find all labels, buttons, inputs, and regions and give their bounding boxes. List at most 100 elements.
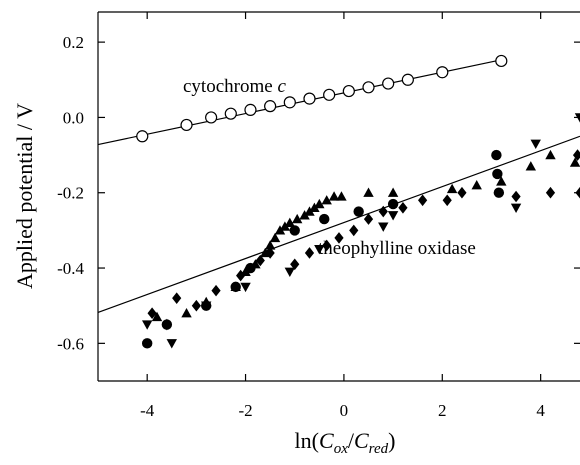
diamond-point: [172, 292, 182, 304]
annotation-cytochrome: cytochrome c: [183, 76, 286, 97]
triangle-down-point: [574, 113, 580, 123]
x-axis-title-den: C: [354, 428, 369, 453]
x-axis-title: ln(Cox/Cred): [295, 428, 396, 457]
diamond-point: [255, 254, 265, 267]
triangle-up-point: [279, 221, 291, 231]
triangle-up-point: [250, 259, 261, 269]
diamond-point: [363, 213, 374, 225]
triangle-down-point: [510, 203, 522, 213]
triangle-up-point: [284, 217, 296, 228]
triangle-up-point: [363, 187, 374, 197]
open-circle-point: [342, 84, 355, 98]
triangle-up-point: [387, 187, 399, 197]
filled-circle-point: [492, 168, 503, 180]
filled-circle-point: [491, 149, 502, 161]
x-axis-title-sep: /: [348, 428, 355, 453]
axis-tick-labels: -4 -2 0 2 4 0.2 0.0 -0.2 -0.4 -0.6: [57, 33, 545, 420]
diamond-point: [572, 149, 580, 161]
open-circle-point: [180, 118, 193, 132]
diamond-point: [147, 307, 157, 320]
open-circle-point: [264, 100, 277, 113]
annotation-theophylline: theophylline oxidase: [318, 238, 476, 259]
diamond-point: [378, 205, 388, 218]
x-tick-label: -4: [140, 401, 155, 420]
x-axis-title-den-sub: red: [369, 441, 389, 457]
diamond-point: [322, 239, 332, 252]
triangle-up-point: [264, 240, 276, 250]
diamond-point: [304, 247, 315, 259]
y-axis-title: Applied potential / V: [12, 103, 37, 289]
triangle-down-point: [141, 320, 153, 330]
open-circle-point: [436, 66, 449, 79]
triangle-up-point: [471, 180, 482, 190]
diamond-point: [162, 318, 172, 331]
x-tick-label: 0: [340, 401, 349, 420]
triangle-up-point: [321, 195, 332, 205]
diamond-point: [457, 186, 467, 199]
filled-circle-point: [353, 206, 364, 217]
triangle-up-point: [336, 191, 347, 201]
open-circle-point: [244, 103, 257, 116]
diamond-point: [511, 190, 521, 203]
open-circle-point: [136, 130, 149, 143]
open-circle-point: [495, 54, 508, 68]
open-circle-point: [224, 107, 237, 120]
fit-lines: [97, 59, 580, 314]
triangle-up-point: [151, 311, 163, 322]
annotation-cytochrome-italic: c: [277, 76, 286, 97]
diamond-point: [191, 299, 201, 312]
triangle-up-point: [309, 202, 320, 212]
y-tick-label: 0.0: [63, 108, 84, 127]
y-tick-label: -0.6: [57, 334, 84, 353]
triangle-down-point: [201, 301, 212, 311]
diamond-point: [236, 269, 246, 282]
diamond-point: [290, 258, 300, 271]
triangle-up-point: [496, 176, 507, 186]
filled-circle-point: [387, 198, 399, 210]
x-axis-title-num-sub: ox: [334, 441, 349, 457]
triangle-down-point: [240, 282, 251, 293]
annotation-cytochrome-text: cytochrome: [183, 76, 277, 97]
y-tick-label: -0.2: [57, 184, 84, 203]
triangle-up-point: [525, 161, 537, 171]
diamond-point: [575, 186, 580, 199]
triangle-up-point: [314, 198, 325, 209]
y-axis-title-text: Applied potential / V: [12, 103, 37, 289]
axis-ticks: [98, 12, 580, 381]
triangle-down-point: [314, 245, 325, 255]
triangle-up-point: [446, 183, 458, 194]
open-circle-point: [382, 77, 395, 90]
filled-circle-point: [141, 338, 153, 349]
annotation-theophylline-text: theophylline oxidase: [318, 238, 476, 259]
open-circle-point: [323, 88, 336, 101]
diamond-point: [265, 247, 275, 259]
triangle-down-point: [387, 211, 399, 221]
open-circle-point: [362, 81, 375, 94]
diamond-point: [211, 284, 221, 297]
y-tick-label: -0.4: [57, 259, 84, 278]
diamond-point: [334, 232, 344, 244]
diamond-point: [418, 194, 428, 207]
open-circle-point: [401, 73, 414, 86]
open-circle-point: [205, 111, 218, 124]
diamond-point: [398, 201, 408, 214]
x-tick-label: 2: [438, 401, 447, 420]
triangle-down-point: [530, 139, 541, 149]
x-axis-title-suffix: ): [388, 428, 395, 453]
triangle-up-point: [328, 191, 340, 201]
diamond-point: [442, 194, 452, 207]
triangle-up-point: [545, 149, 556, 160]
x-axis-title-prefix: ln(: [295, 428, 319, 453]
diamond-point: [545, 186, 556, 199]
x-tick-label: 4: [536, 401, 545, 420]
triangle-up-point: [304, 206, 315, 216]
triangle-up-point: [230, 281, 241, 292]
y-tick-label: 0.2: [63, 33, 84, 52]
fit-line: [97, 59, 502, 146]
plot-frame: [97, 11, 580, 382]
open-circle-point: [303, 92, 316, 105]
diamond-point: [349, 224, 359, 237]
filled-circle-point: [493, 187, 505, 198]
triangle-up-point: [269, 232, 281, 243]
